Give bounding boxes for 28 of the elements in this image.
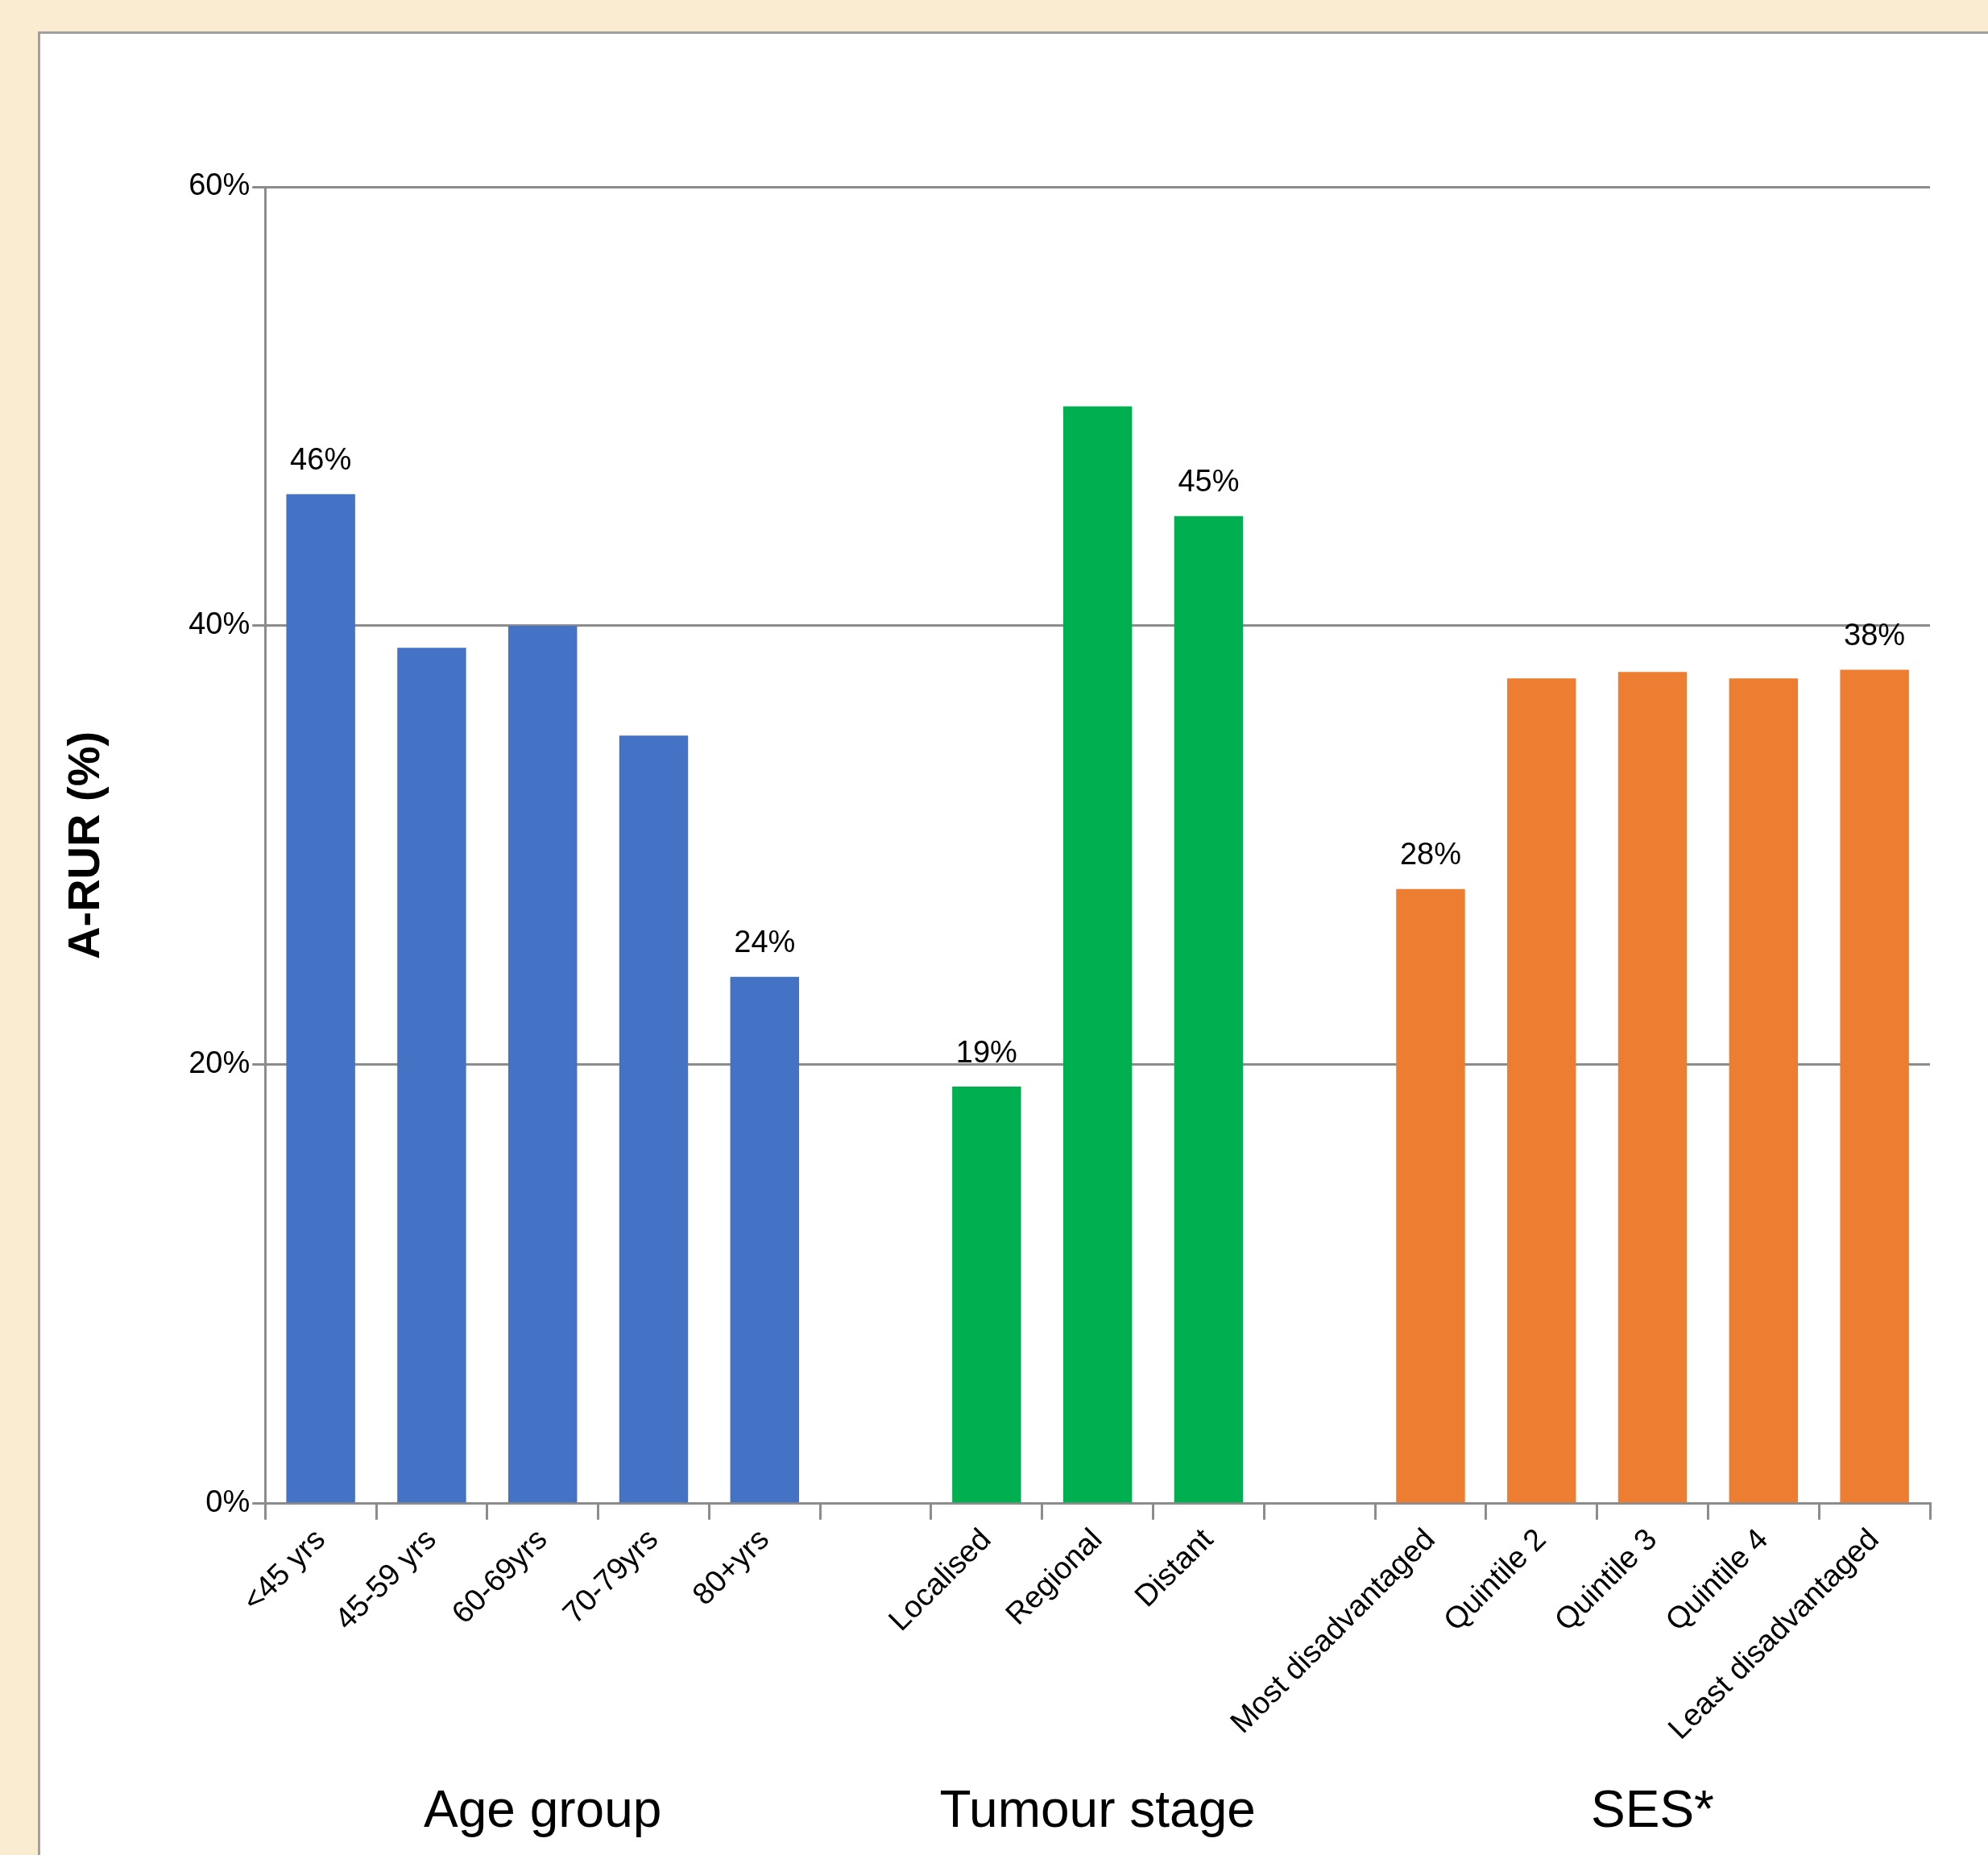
y-axis-title: A-RUR (%) <box>58 731 110 959</box>
y-tick-label: 60% <box>188 168 251 202</box>
bar <box>508 625 578 1503</box>
bar <box>1174 516 1244 1503</box>
y-tick-label: 20% <box>188 1046 251 1080</box>
bar <box>1507 678 1576 1503</box>
text: SES* <box>1591 1780 1715 1838</box>
data-label: 28% <box>1399 837 1462 872</box>
x-tick-label: <45 yrs <box>235 1522 332 1617</box>
bar <box>1840 669 1909 1503</box>
bar <box>397 648 466 1503</box>
data-label: 46% <box>290 441 352 476</box>
data-label: 24% <box>734 925 796 959</box>
bar <box>286 494 355 1503</box>
data-label: 45% <box>1178 464 1240 499</box>
text: Tumour stage <box>939 1780 1256 1838</box>
y-tick-label: 0% <box>205 1484 251 1519</box>
data-label: 19% <box>955 1034 1017 1069</box>
bar <box>1729 678 1799 1503</box>
text: Age group <box>424 1780 662 1838</box>
bar <box>619 735 689 1503</box>
bar <box>1396 888 1465 1503</box>
bar <box>952 1087 1021 1503</box>
data-label: 38% <box>1844 617 1906 652</box>
bar <box>1617 672 1688 1503</box>
bar <box>1062 406 1133 1503</box>
bar <box>730 976 799 1503</box>
y-tick-label: 40% <box>188 607 251 641</box>
